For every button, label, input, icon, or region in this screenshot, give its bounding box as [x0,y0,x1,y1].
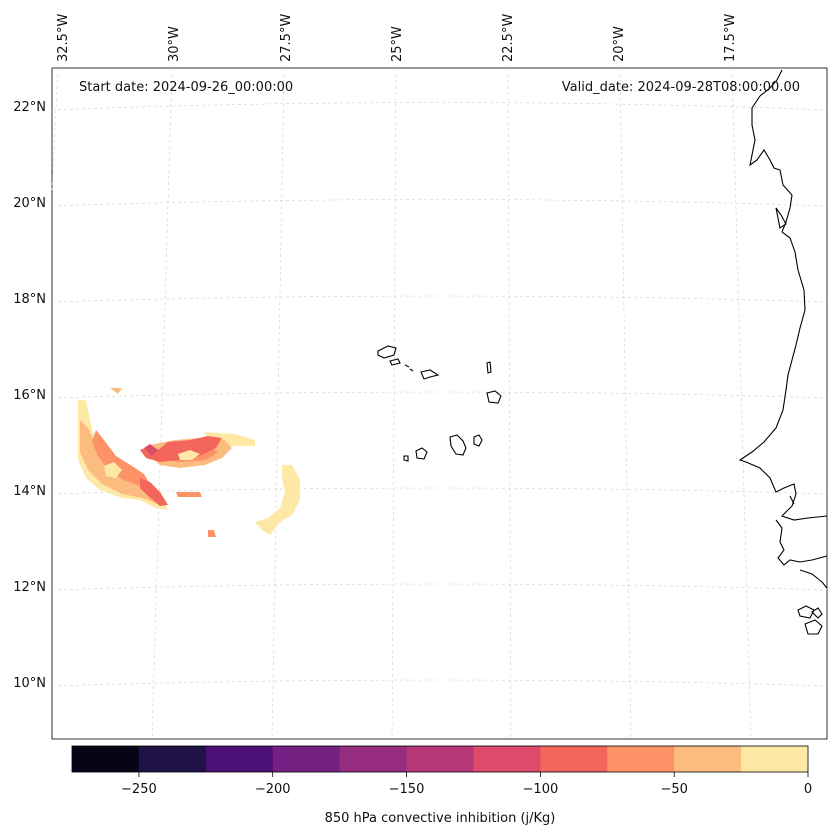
colorbar-title: 850 hPa convective inhibition (j/Kg) [325,811,556,826]
longitude-labels: 32.5°W 30°W 27.5°W 25°W 22.5°W 20°W 17.5… [56,14,738,62]
lat-label: 22°N [13,100,46,115]
cin-patch-orange [92,430,150,486]
map-frame [51,67,828,740]
colorbar-tick-label: −100 [523,782,559,797]
start-date-label: Start date: 2024-09-26_00:00:00 [79,80,293,95]
gridlines [51,67,828,740]
cin-patch-orange [176,492,202,497]
cin-patch-red [140,478,168,506]
cin-patch-light-inner [104,462,122,478]
lat-label: 20°N [13,196,46,211]
cin-patch-light [255,465,300,535]
cin-patch-mid [110,388,122,394]
colorbar-swatch [138,746,207,772]
lat-label: 14°N [13,484,46,499]
lon-label: 20°W [612,26,627,62]
lat-label: 16°N [13,388,46,403]
lat-label: 18°N [13,292,46,307]
african-coastline [738,69,828,635]
colorbar-outline [71,745,809,773]
colorbar-tick-label: −250 [121,782,157,797]
lon-label: 17.5°W [723,14,738,62]
cin-field [78,388,300,537]
colorbar-tick-label: 0 [804,782,812,797]
colorbar-tick-labels: −250 −200 −150 −100 −50 0 [121,782,812,797]
valid-date-label: Valid_date: 2024-09-28T08:00:00.00 [562,80,800,95]
cin-patch-pink [144,444,158,456]
colorbar-swatch [339,746,408,772]
colorbar-ticks [138,772,809,777]
lon-label: 22.5°W [501,14,516,62]
colorbar-swatch [272,746,341,772]
colorbar-swatch [741,746,809,772]
colorbar-swatch [205,746,274,772]
cin-patch-orange [208,530,216,537]
colorbar-tick-label: −200 [255,782,291,797]
cin-patch-light-inner [178,450,200,460]
lon-label: 32.5°W [56,14,71,62]
colorbar-tick-label: −150 [389,782,425,797]
lon-label: 25°W [390,26,405,62]
colorbar-swatch [607,746,675,772]
lon-label: 27.5°W [279,14,294,62]
colorbar-tick-label: −50 [660,782,687,797]
colorbar-swatch [72,746,140,772]
colorbar [72,746,809,772]
latitude-labels: 22°N 20°N 18°N 16°N 14°N 12°N 10°N [13,100,46,691]
lon-label: 30°W [167,26,182,62]
cape-verde-islands [377,345,502,462]
lat-label: 10°N [13,676,46,691]
colorbar-swatch [674,746,742,772]
cin-patch-red [140,436,222,462]
lat-label: 12°N [13,580,46,595]
colorbar-swatch [406,746,474,772]
colorbar-swatch [473,746,541,772]
colorbar-swatch [540,746,608,772]
